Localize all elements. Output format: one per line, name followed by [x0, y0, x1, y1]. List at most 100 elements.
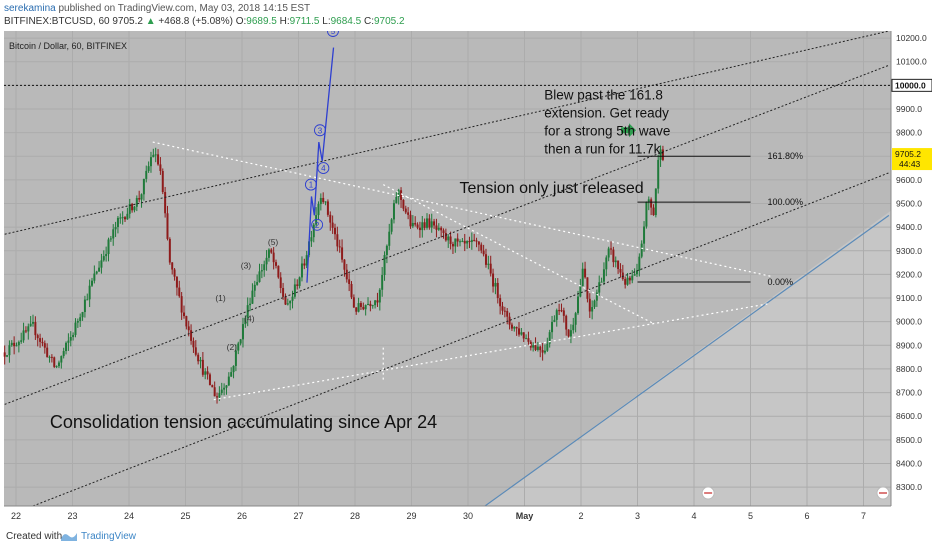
candle-up — [15, 345, 18, 347]
x-tick-label: 2 — [578, 511, 583, 521]
x-tick-label: 30 — [463, 511, 473, 521]
candle-down — [194, 347, 197, 355]
candle-down — [496, 282, 499, 299]
annotation-blew-past-line: extension. Get ready — [544, 106, 669, 121]
candle-down — [414, 222, 417, 225]
x-tick-label: 6 — [804, 511, 809, 521]
last-price: 9705.2 — [112, 16, 143, 27]
candle-down — [510, 324, 513, 329]
candle-up — [145, 170, 148, 179]
candle-down — [180, 296, 183, 313]
y-tick-label: 10200.0 — [896, 33, 927, 43]
candle-up — [310, 237, 313, 242]
candle-up — [305, 255, 308, 266]
candle-down — [282, 288, 285, 297]
candle-up — [487, 263, 490, 265]
candle-down — [362, 306, 365, 310]
candle-down — [484, 254, 487, 265]
y-tick-label: 9200.0 — [896, 269, 922, 279]
tradingview-logo-icon[interactable] — [60, 529, 78, 546]
candle-up — [112, 229, 115, 239]
candle-up — [378, 289, 381, 303]
candle-up — [265, 257, 268, 265]
price-chart[interactable]: 161.80%100.00%0.00%12345(1)(2)(3)(4)(5)B… — [0, 25, 932, 525]
candle-up — [293, 284, 296, 297]
author-link[interactable]: serekamina — [4, 3, 56, 14]
candle-down — [24, 330, 27, 332]
annotation-blew-past-line: Blew past the 161.8 — [544, 88, 663, 103]
support-curve-line — [484, 214, 890, 507]
chart-area[interactable]: 161.80% 100.00% 0.00% 1 2 3 4 5 (1) (2) (3) (4) (5) B… — [0, 25, 932, 525]
candle-up — [237, 343, 240, 351]
candle-up — [593, 300, 596, 308]
candle-up — [643, 226, 646, 244]
wave-label: 5 — [331, 31, 336, 36]
candle-up — [109, 238, 112, 240]
candle-down — [124, 217, 127, 220]
candle-up — [57, 362, 60, 367]
candle-up — [317, 204, 320, 216]
level-10000-label: 10000.0 — [895, 80, 926, 90]
candle-up — [98, 267, 101, 272]
candle-down — [201, 359, 204, 375]
candle-up — [548, 332, 551, 344]
candle-down — [13, 342, 16, 347]
channel-lower-line — [32, 172, 890, 507]
annotation-tension: Tension only just released — [460, 180, 644, 197]
candle-up — [430, 221, 433, 228]
wave-label: 4 — [321, 164, 326, 173]
candle-up — [390, 219, 393, 232]
fib-level-label: 100.00% — [767, 197, 803, 207]
candle-up — [100, 260, 103, 268]
candle-up — [93, 273, 96, 281]
candle-down — [161, 171, 164, 193]
candle-up — [659, 149, 662, 160]
y-tick-label: 9000.0 — [896, 317, 922, 327]
candle-up — [383, 255, 386, 275]
candle-down — [190, 330, 193, 341]
candle-up — [121, 217, 124, 219]
candle-up — [67, 340, 70, 343]
candle-down — [303, 263, 306, 266]
candle-up — [74, 322, 77, 335]
candle-down — [628, 277, 631, 281]
candle-up — [357, 303, 360, 312]
high-value: 9711.5 — [289, 16, 320, 27]
candle-up — [88, 285, 91, 300]
fib-level-label: 0.00% — [767, 277, 793, 287]
candle-up — [65, 342, 68, 352]
candle-up — [232, 365, 235, 373]
candle-up — [119, 217, 122, 219]
wave-label-circle — [304, 178, 317, 191]
candle-down — [612, 249, 615, 263]
candle-up — [267, 249, 270, 258]
candle-up — [513, 327, 516, 329]
candle-up — [605, 257, 608, 270]
y-tick-label: 8900.0 — [896, 340, 922, 350]
candle-down — [43, 343, 46, 348]
candle-down — [499, 298, 502, 307]
candle-up — [595, 292, 598, 301]
candle-up — [626, 277, 629, 285]
candle-down — [482, 250, 485, 255]
candle-up — [286, 303, 289, 305]
y-tick-label: 8700.0 — [896, 388, 922, 398]
candle-down — [534, 345, 537, 350]
candle-up — [461, 240, 464, 242]
candle-up — [645, 201, 648, 227]
candle-up — [520, 332, 523, 335]
tradingview-link[interactable]: TradingView — [81, 531, 137, 542]
triangle-lower-line — [213, 303, 768, 401]
candle-up — [48, 356, 51, 358]
candle-down — [404, 208, 407, 213]
candle-down — [34, 322, 37, 336]
candle-down — [50, 356, 53, 358]
candle-up — [426, 218, 429, 228]
candle-up — [569, 330, 572, 337]
footer: Created with TradingView — [0, 525, 932, 550]
candle-up — [258, 271, 261, 283]
candle-down — [527, 338, 530, 342]
candle-down — [187, 326, 190, 331]
candle-down — [277, 265, 280, 278]
candle-down — [463, 240, 466, 244]
